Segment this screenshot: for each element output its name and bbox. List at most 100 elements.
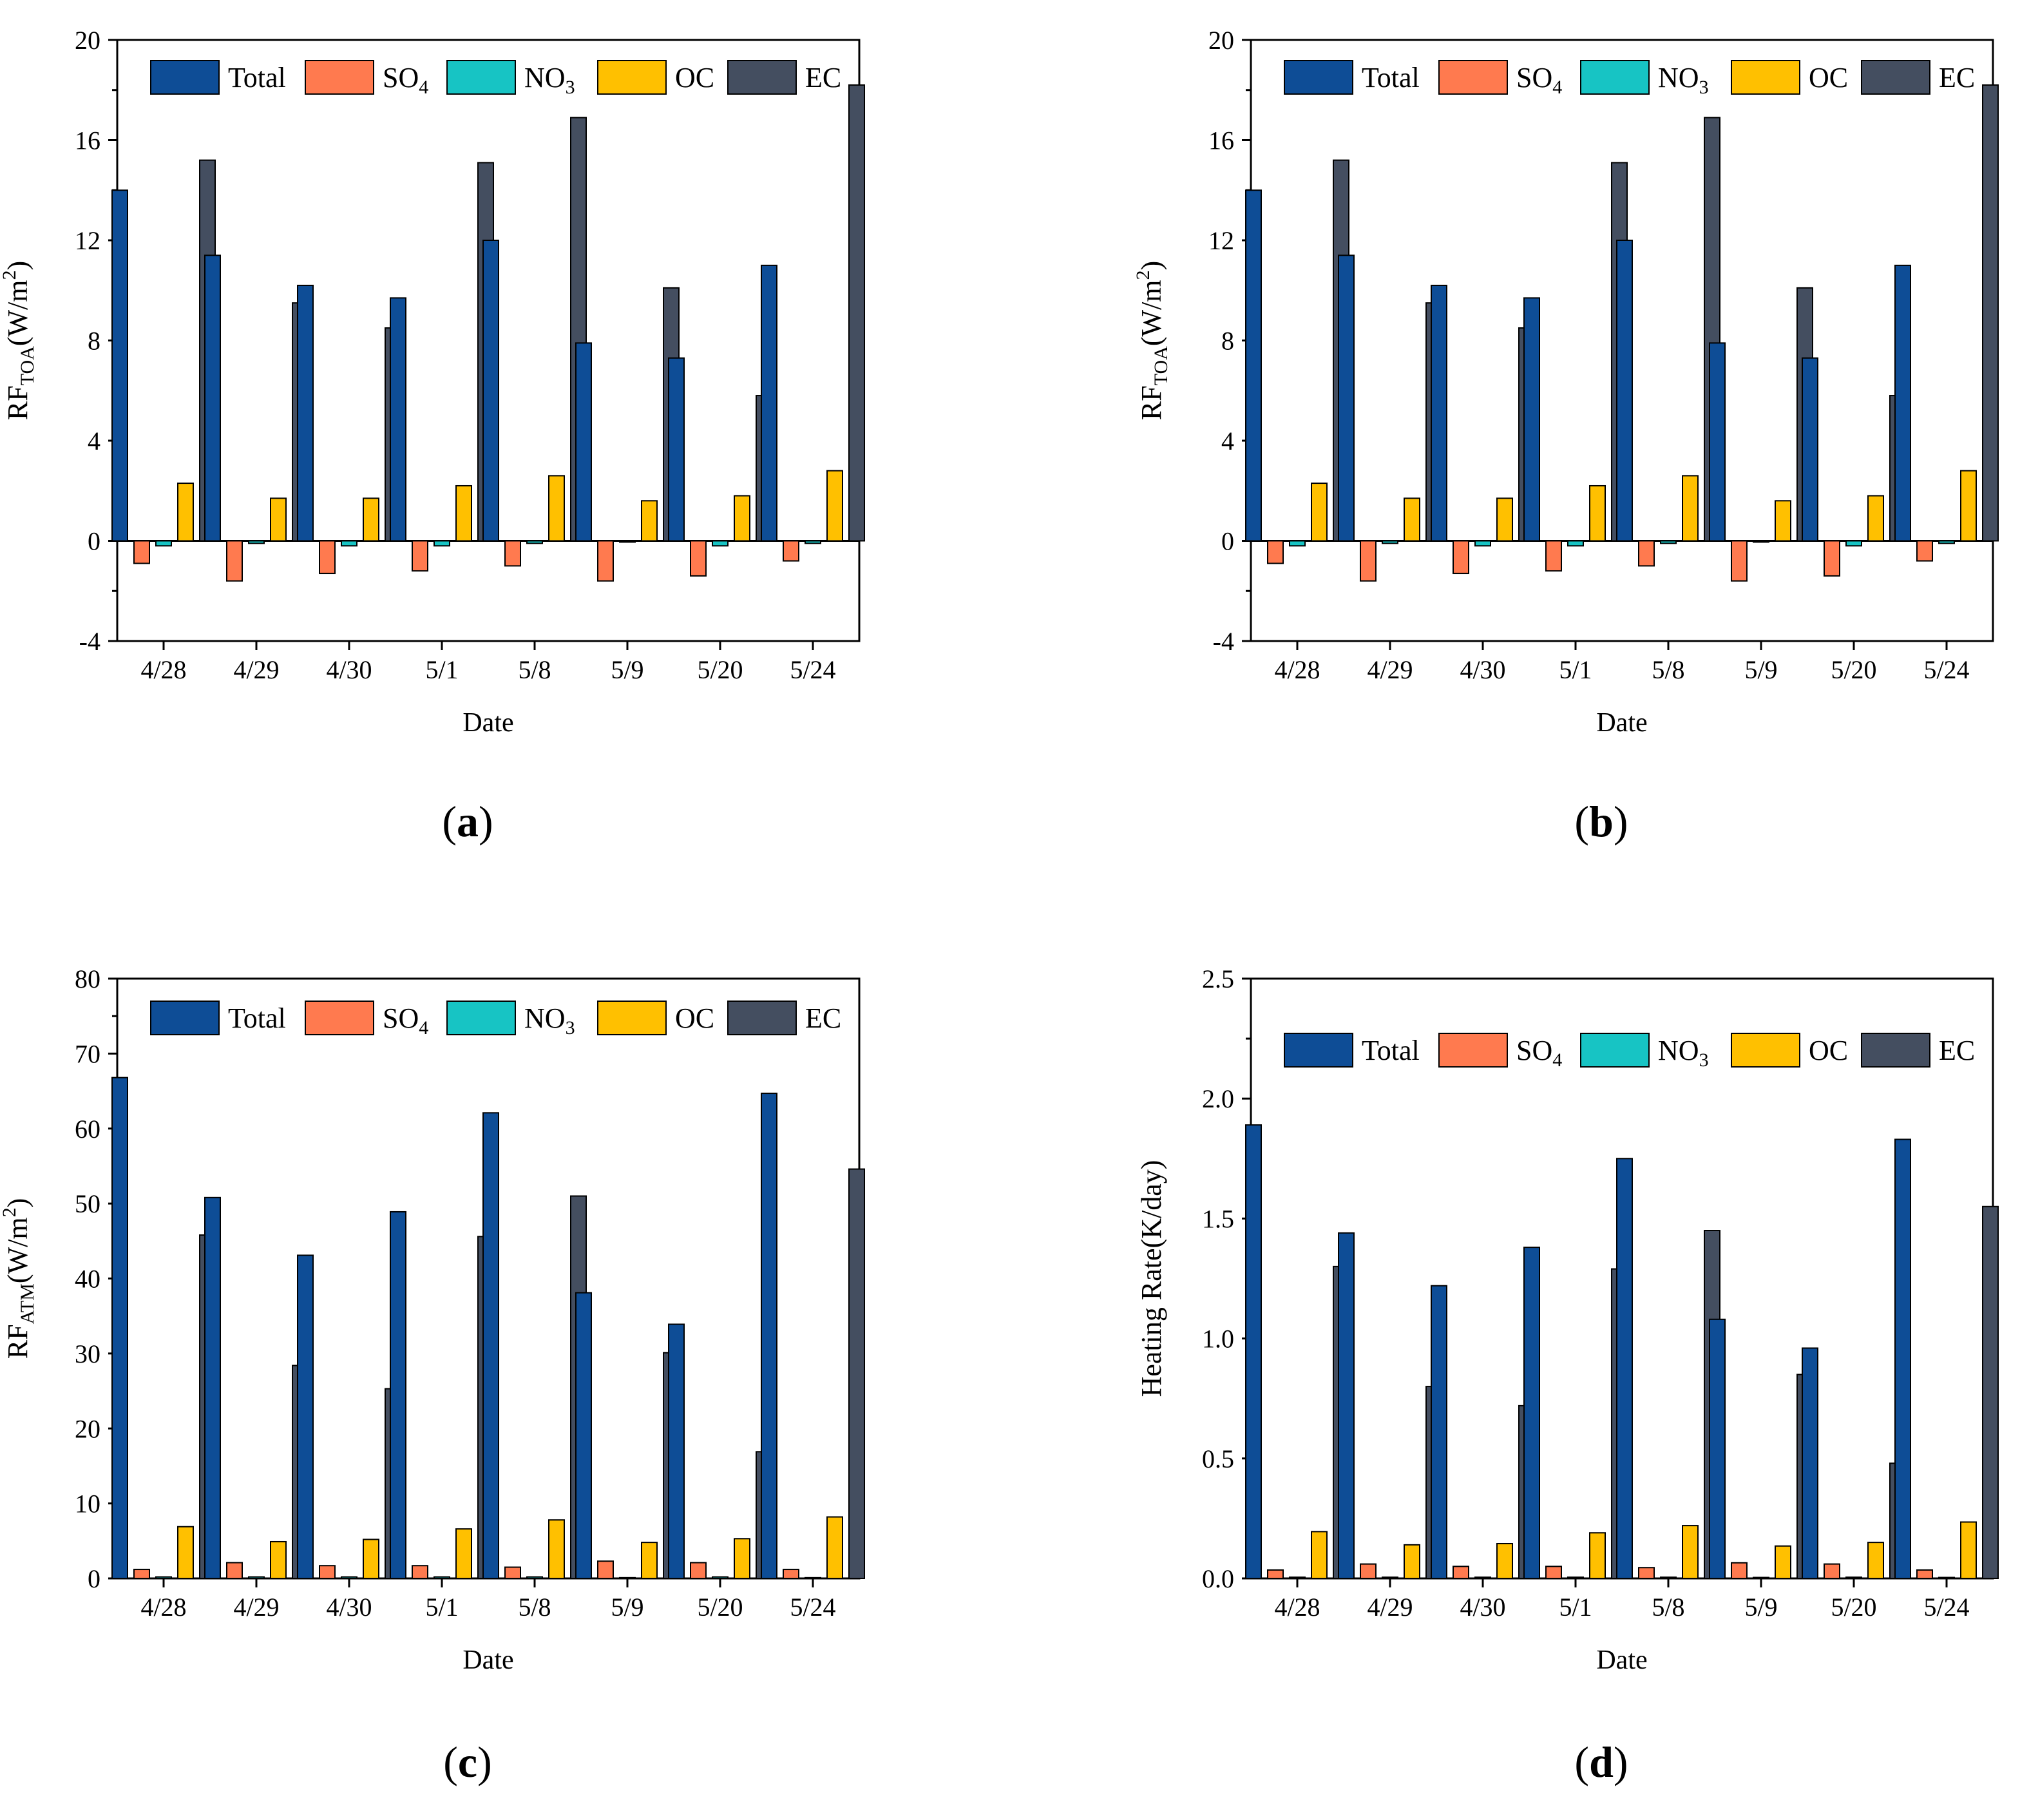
bar-oc-4-29 (1404, 1544, 1420, 1580)
x-tick-label: 4/29 (233, 1593, 279, 1622)
bar-total-4-30 (297, 284, 314, 542)
legend-swatch-ec (1861, 1033, 1930, 1068)
y-axis-label: RFTOA(W/m2) (0, 261, 38, 420)
legend-label-ec: EC (805, 1002, 841, 1034)
bar-no3-5-24 (805, 1576, 821, 1580)
legend-swatch-ec (727, 1001, 797, 1035)
x-tick-label: 4/28 (1274, 1593, 1320, 1622)
bar-no3-5-24 (805, 540, 821, 544)
bar-ec-5-24 (848, 1168, 865, 1579)
x-tick-label: 5/24 (790, 655, 835, 684)
bar-no3-5-9 (619, 540, 636, 543)
y-tick-label: 80 (75, 964, 100, 993)
bar-no3-4-30 (1474, 540, 1491, 547)
bar-so4-4-28 (1267, 1569, 1284, 1580)
legend-swatch-total (150, 60, 220, 95)
y-tick-label: 20 (1208, 26, 1234, 55)
y-tick-label: 50 (75, 1189, 100, 1218)
bar-oc-5-9 (641, 500, 658, 542)
x-tick-label: 4/30 (1460, 1593, 1505, 1622)
bar-no3-4-28 (1289, 540, 1306, 547)
y-tick-label: 40 (75, 1265, 100, 1294)
legend-label-no3: NO3 (1658, 1035, 1709, 1071)
legend-label-oc: OC (1809, 1035, 1848, 1066)
x-tick-label: 4/28 (140, 655, 186, 684)
y-tick-label: 20 (75, 1414, 100, 1443)
bar-oc-5-8 (548, 1519, 565, 1580)
panel-title: (c) (443, 1738, 492, 1786)
legend-swatch-ec (727, 60, 797, 95)
y-tick-label: 12 (1208, 226, 1234, 255)
legend-swatch-no3 (1580, 1033, 1650, 1068)
bar-total-5-20 (668, 357, 685, 542)
bar-no3-5-8 (1660, 1576, 1677, 1579)
x-tick-label: 4/29 (233, 655, 279, 684)
legend-label-total: Total (228, 1002, 286, 1034)
bar-total-5-1 (1523, 1247, 1540, 1579)
y-tick-label: 16 (75, 126, 100, 155)
bar-so4-4-29 (1360, 540, 1377, 582)
bar-so4-4-28 (1267, 540, 1284, 564)
bar-oc-5-20 (734, 495, 750, 542)
x-tick-label: 4/29 (1367, 655, 1413, 684)
legend-swatch-ec (1861, 60, 1930, 95)
bar-ec-5-24 (1982, 1205, 1999, 1579)
bar-total-5-8 (482, 1112, 499, 1579)
bar-so4-4-29 (1360, 1563, 1377, 1580)
y-tick-label: 16 (1208, 126, 1234, 155)
bar-oc-5-24 (1960, 1521, 1977, 1580)
x-tick-label: 5/9 (1744, 655, 1777, 684)
bar-total-5-9 (1709, 1318, 1726, 1579)
legend: Total SO4 NO3 OC EC (1284, 1033, 1975, 1071)
bar-so4-5-1 (412, 540, 428, 572)
bar-total-5-24 (1894, 264, 1911, 542)
y-tick-label: 1.5 (1202, 1204, 1234, 1233)
bar-so4-5-9 (1731, 1562, 1748, 1579)
y-tick-label: 0 (88, 1564, 100, 1593)
y-tick-label: 2.0 (1202, 1084, 1234, 1113)
bar-so4-5-20 (1824, 540, 1840, 577)
y-tick-label: 8 (1221, 327, 1234, 356)
bar-no3-5-9 (1753, 540, 1769, 543)
x-tick-label: 5/8 (1652, 1593, 1684, 1622)
legend-swatch-no3 (1580, 60, 1650, 95)
bar-no3-5-1 (1567, 540, 1584, 547)
y-tick-label: 0 (1221, 527, 1234, 556)
x-tick-label: 4/29 (1367, 1593, 1413, 1622)
bar-ec-5-24 (1982, 84, 1999, 542)
x-tick-label: 5/24 (1923, 1593, 1969, 1622)
legend-swatch-oc (597, 1001, 667, 1035)
legend-swatch-total (1284, 60, 1353, 95)
bar-no3-4-29 (1382, 1576, 1398, 1579)
x-axis-label: Date (1596, 1645, 1647, 1675)
bar-total-5-20 (1802, 357, 1818, 542)
bar-no3-4-28 (155, 1576, 172, 1580)
bar-total-4-28 (1245, 189, 1262, 542)
bar-so4-5-24 (783, 540, 799, 562)
bar-no3-4-29 (248, 540, 265, 544)
legend: Total SO4 NO3 OC EC (150, 60, 841, 98)
bar-total-5-1 (390, 1211, 406, 1579)
y-tick-label: 4 (88, 426, 100, 455)
x-tick-label: 4/30 (326, 1593, 372, 1622)
y-tick-label: 8 (88, 327, 100, 356)
bar-so4-4-30 (319, 1565, 336, 1580)
x-tick-label: 5/24 (790, 1593, 835, 1622)
legend: Total SO4 NO3 OC EC (150, 1001, 841, 1039)
y-tick-label: 0.5 (1202, 1444, 1234, 1473)
legend: Total SO4 NO3 OC EC (1284, 60, 1975, 98)
bar-total-5-1 (1523, 297, 1540, 542)
bar-so4-4-28 (133, 540, 150, 564)
bar-so4-5-9 (597, 1560, 614, 1579)
bar-oc-5-20 (1867, 1542, 1884, 1579)
y-tick-label: 12 (75, 226, 100, 255)
bar-so4-4-30 (319, 540, 336, 575)
y-tick-label: 0 (88, 527, 100, 556)
legend-label-total: Total (1362, 62, 1420, 93)
panel-title: (d) (1574, 1738, 1628, 1786)
panel-title: (b) (1574, 797, 1628, 846)
legend-swatch-so4 (305, 1001, 374, 1035)
x-tick-label: 4/28 (140, 1593, 186, 1622)
bar-oc-5-20 (1867, 495, 1884, 542)
